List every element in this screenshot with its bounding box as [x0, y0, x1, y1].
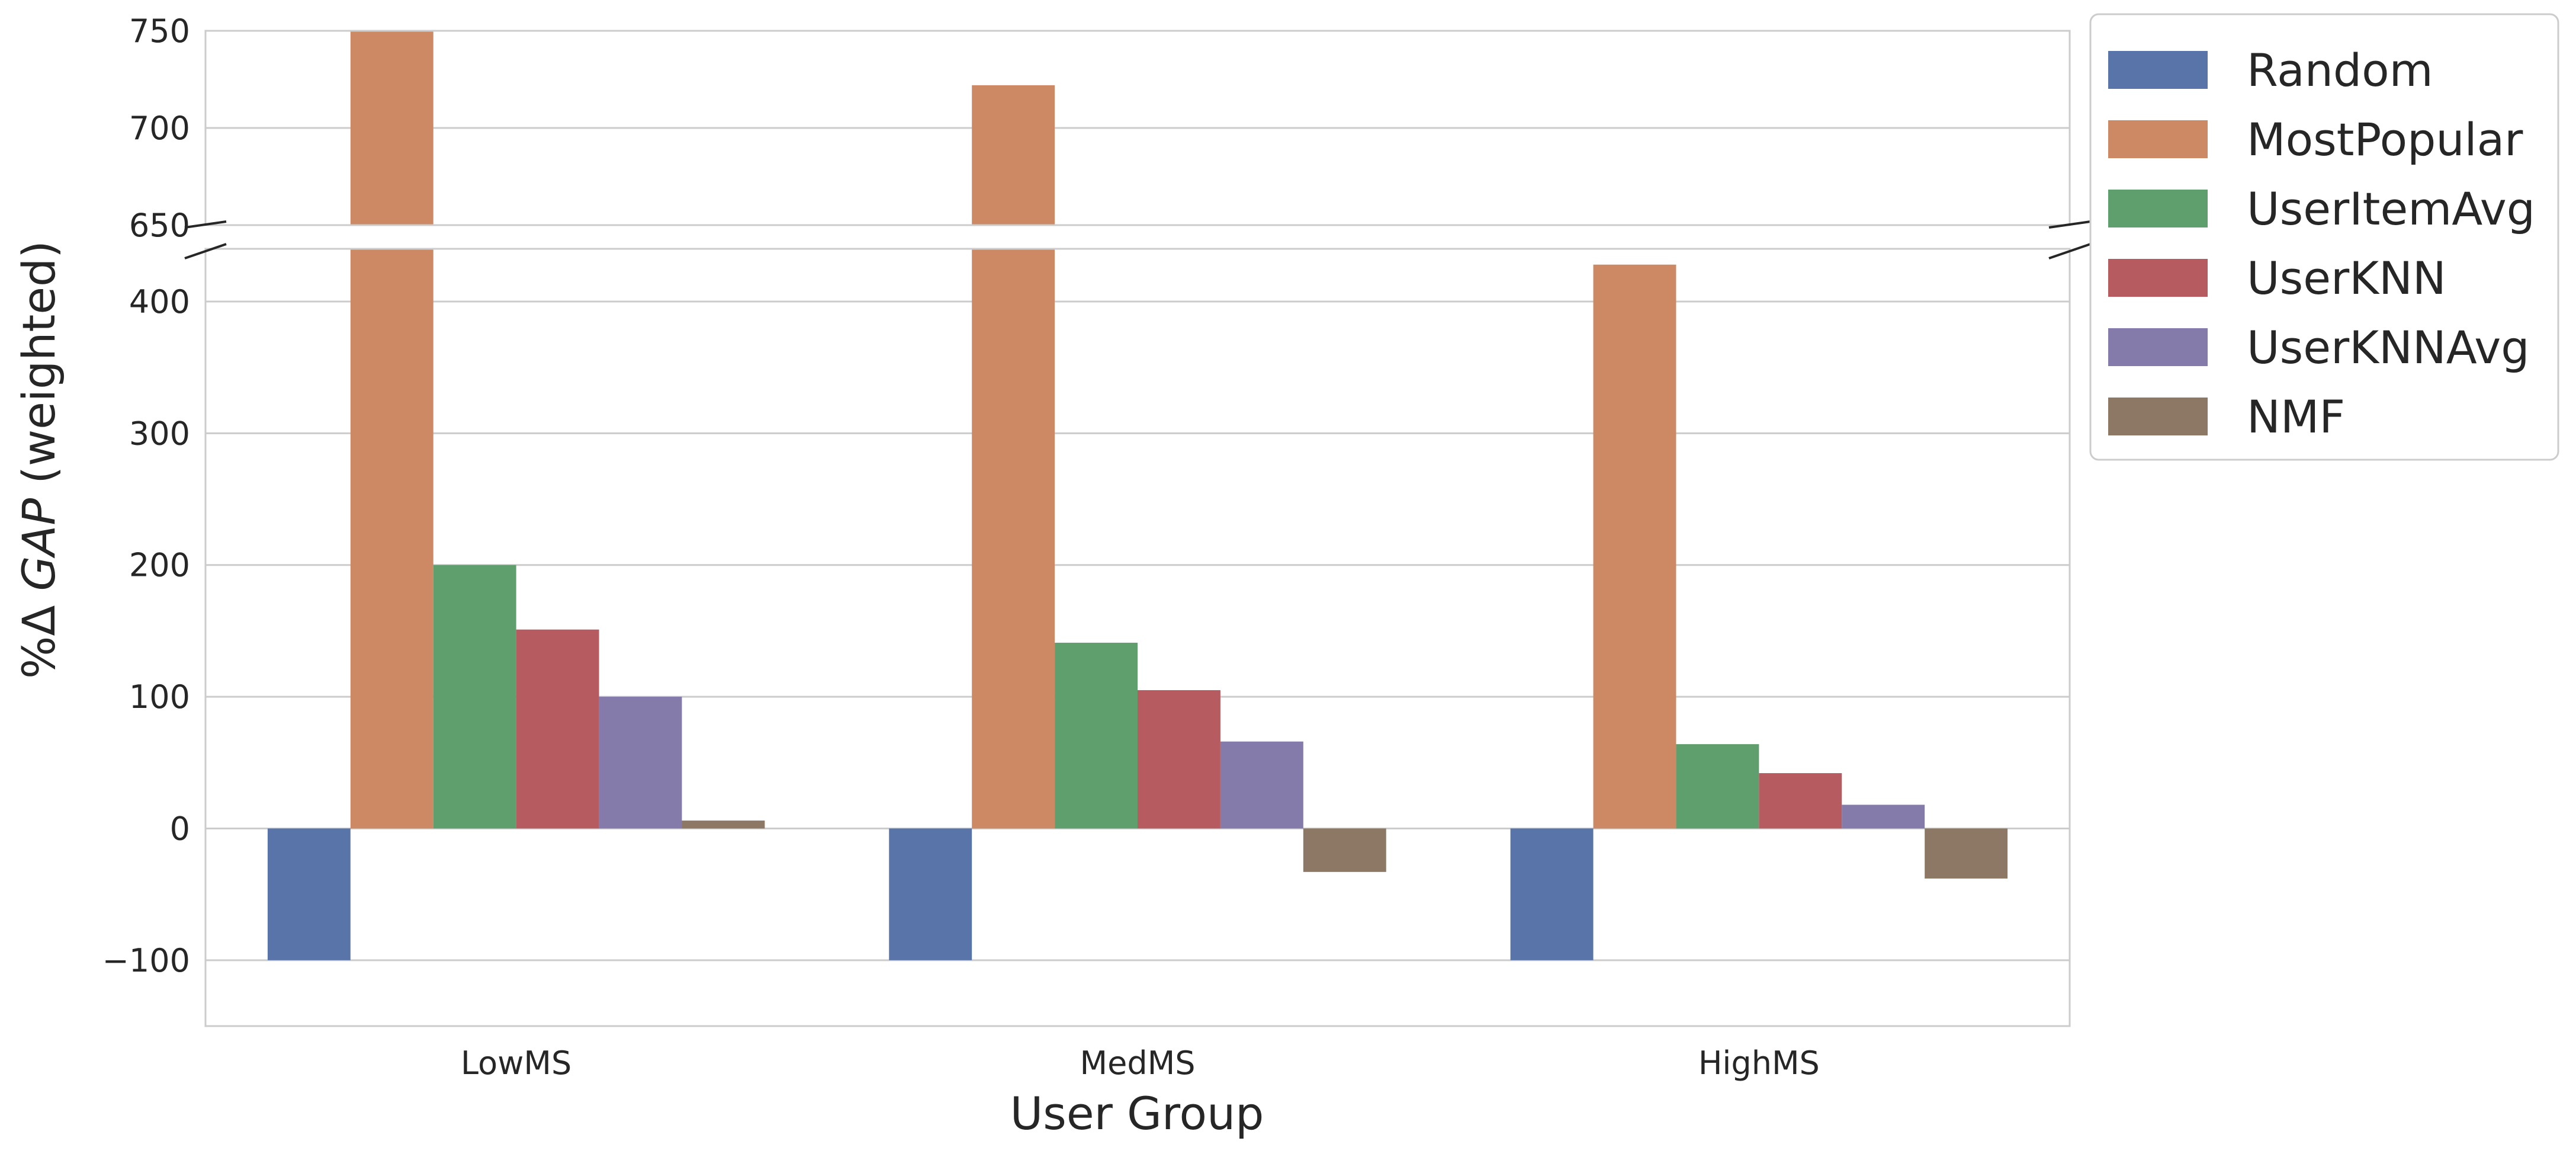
- axis-break-mark: [184, 243, 227, 259]
- bar-nmf-medms: [1303, 828, 1386, 872]
- legend-label-nmf: NMF: [2247, 390, 2345, 443]
- y-tick-label: 300: [129, 415, 190, 452]
- bar-random-highms: [1510, 828, 1594, 960]
- bar-random-lowms: [267, 828, 351, 960]
- y-tick-label: 0: [170, 810, 190, 847]
- x-tick-label: MedMS: [1080, 1044, 1196, 1082]
- y-tick-label: 700: [129, 110, 190, 147]
- y-tick-label: 400: [129, 283, 190, 321]
- bar-mostpopular-lowms-upper: [350, 31, 433, 225]
- legend-swatch-userknn: [2108, 259, 2208, 297]
- lower-bars: [267, 249, 2008, 960]
- legend-label-mostpopular: MostPopular: [2247, 113, 2523, 166]
- upper-bars: [350, 31, 1055, 225]
- legend-swatch-nmf: [2108, 398, 2208, 435]
- bar-random-medms: [889, 828, 972, 960]
- upper-plot-frame: [204, 30, 2071, 226]
- bar-useritemavg-lowms: [433, 565, 516, 829]
- bar-userknn-highms: [1759, 773, 1842, 829]
- y-axis-label: %Δ GAP (weighted): [12, 241, 65, 679]
- upper-y-tick-labels: 650 700 750: [129, 12, 190, 244]
- axis-break-mark: [184, 220, 227, 229]
- y-tick-label: −100: [102, 942, 190, 979]
- bar-useritemavg-medms: [1055, 642, 1138, 829]
- bar-userknnavg-highms: [1842, 805, 1925, 829]
- y-tick-label: 750: [129, 12, 190, 50]
- legend-label-userknnavg: UserKNNAvg: [2247, 321, 2530, 374]
- lower-y-tick-labels: −100 0 100 200 300 400: [102, 283, 190, 979]
- y-axis-label-prefix: %Δ: [12, 591, 65, 679]
- bar-userknn-medms: [1138, 690, 1220, 829]
- legend-items: Random MostPopular UserItemAvg UserKNN UserK…: [2108, 44, 2535, 443]
- bar-nmf-highms: [1925, 828, 2008, 879]
- bar-mostpopular-medms-upper: [972, 85, 1055, 225]
- legend-swatch-random: [2108, 51, 2208, 89]
- axis-break-mark: [2048, 220, 2091, 229]
- bar-userknnavg-lowms: [599, 697, 682, 829]
- x-tick-label: LowMS: [461, 1044, 571, 1082]
- legend-label-random: Random: [2247, 44, 2433, 97]
- y-tick-label: 650: [129, 207, 190, 244]
- bar-userknn-lowms: [516, 629, 599, 829]
- legend-label-userknn: UserKNN: [2247, 252, 2446, 305]
- y-tick-label: 200: [129, 547, 190, 584]
- bar-userknnavg-medms: [1220, 741, 1303, 829]
- x-axis-label: User Group: [1010, 1087, 1264, 1140]
- bar-mostpopular-lowms: [350, 249, 433, 829]
- bar-mostpopular-medms: [972, 249, 1055, 829]
- legend-swatch-userknnavg: [2108, 328, 2208, 366]
- legend-label-useritemavg: UserItemAvg: [2247, 182, 2535, 235]
- axis-break-marks: [184, 220, 2091, 259]
- y-axis-label-italic: GAP: [12, 498, 65, 591]
- x-tick-labels: LowMS MedMS HighMS: [461, 1044, 1820, 1082]
- bar-useritemavg-highms: [1676, 744, 1759, 829]
- y-tick-label: 100: [129, 678, 190, 716]
- legend-swatch-useritemavg: [2108, 190, 2208, 227]
- y-axis-label-suffix: (weighted): [12, 241, 65, 498]
- bar-nmf-lowms: [682, 821, 765, 829]
- axis-break-mark: [2048, 243, 2091, 259]
- bar-mostpopular-highms: [1593, 264, 1676, 829]
- legend: Random MostPopular UserItemAvg UserKNN UserK…: [2089, 13, 2559, 461]
- legend-swatch-mostpopular: [2108, 120, 2208, 158]
- x-tick-label: HighMS: [1698, 1044, 1820, 1082]
- lower-plot-frame: [204, 248, 2071, 1027]
